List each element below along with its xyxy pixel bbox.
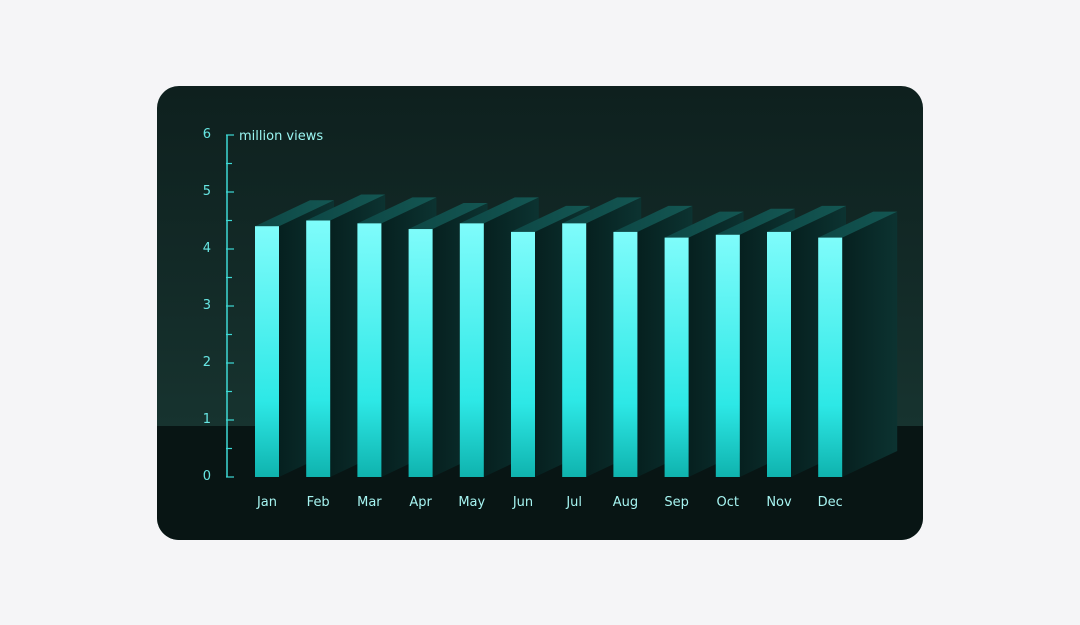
bars [255,194,898,478]
y-axis [226,134,234,478]
y-tick-label: 5 [202,184,211,199]
bar-top [664,211,744,238]
bar-top [767,205,846,232]
bar-front [562,223,587,477]
x-tick-label: Nov [766,495,792,510]
x-tick-label: Oct [716,495,740,510]
y-axis-unit-label: million views [239,129,324,144]
bar-front [306,220,331,477]
y-tick-label: 0 [202,469,211,484]
x-tick-label: Aug [612,495,639,510]
x-tick-label: Jul [566,495,583,510]
y-tick-label: 2 [202,355,211,370]
bar-top [562,197,642,224]
bar-top [613,205,693,232]
bar-top [459,197,539,224]
bar-top [408,203,488,230]
bar-top [357,197,437,224]
y-tick-label: 3 [202,298,211,313]
bar-front [664,237,689,477]
x-tick-label: Mar [357,495,382,510]
chart-card: million views 0 1 2 3 4 5 6 Jan Feb Mar Apr May Jun… [157,86,923,540]
y-tick-label: 4 [202,241,211,256]
bar-front [255,226,279,477]
x-tick-label: Dec [817,495,843,510]
bar-top [715,208,795,235]
bar-top [818,211,898,238]
y-tick-label: 6 [202,127,211,142]
x-tick-label: Apr [409,495,432,510]
bar-front [408,229,433,477]
x-tick-label: May [458,495,486,510]
x-tick-label: Jan [256,495,278,510]
bar-chart [157,134,923,540]
bar-top [511,205,590,232]
x-tick-label: Sep [664,495,689,510]
bar-front [767,231,791,477]
bar-front [818,237,843,477]
bar-dec [818,211,898,477]
bar-front [511,231,535,477]
bar-front [357,223,382,477]
bar-front [613,231,638,477]
x-tick-label: Feb [306,495,330,510]
y-tick-label: 1 [202,412,211,427]
bar-top [255,200,334,227]
bar-front [715,234,740,477]
bar-side [842,211,898,477]
bar-front [459,223,484,477]
x-tick-label: Jun [512,495,534,510]
bar-top [306,194,386,221]
